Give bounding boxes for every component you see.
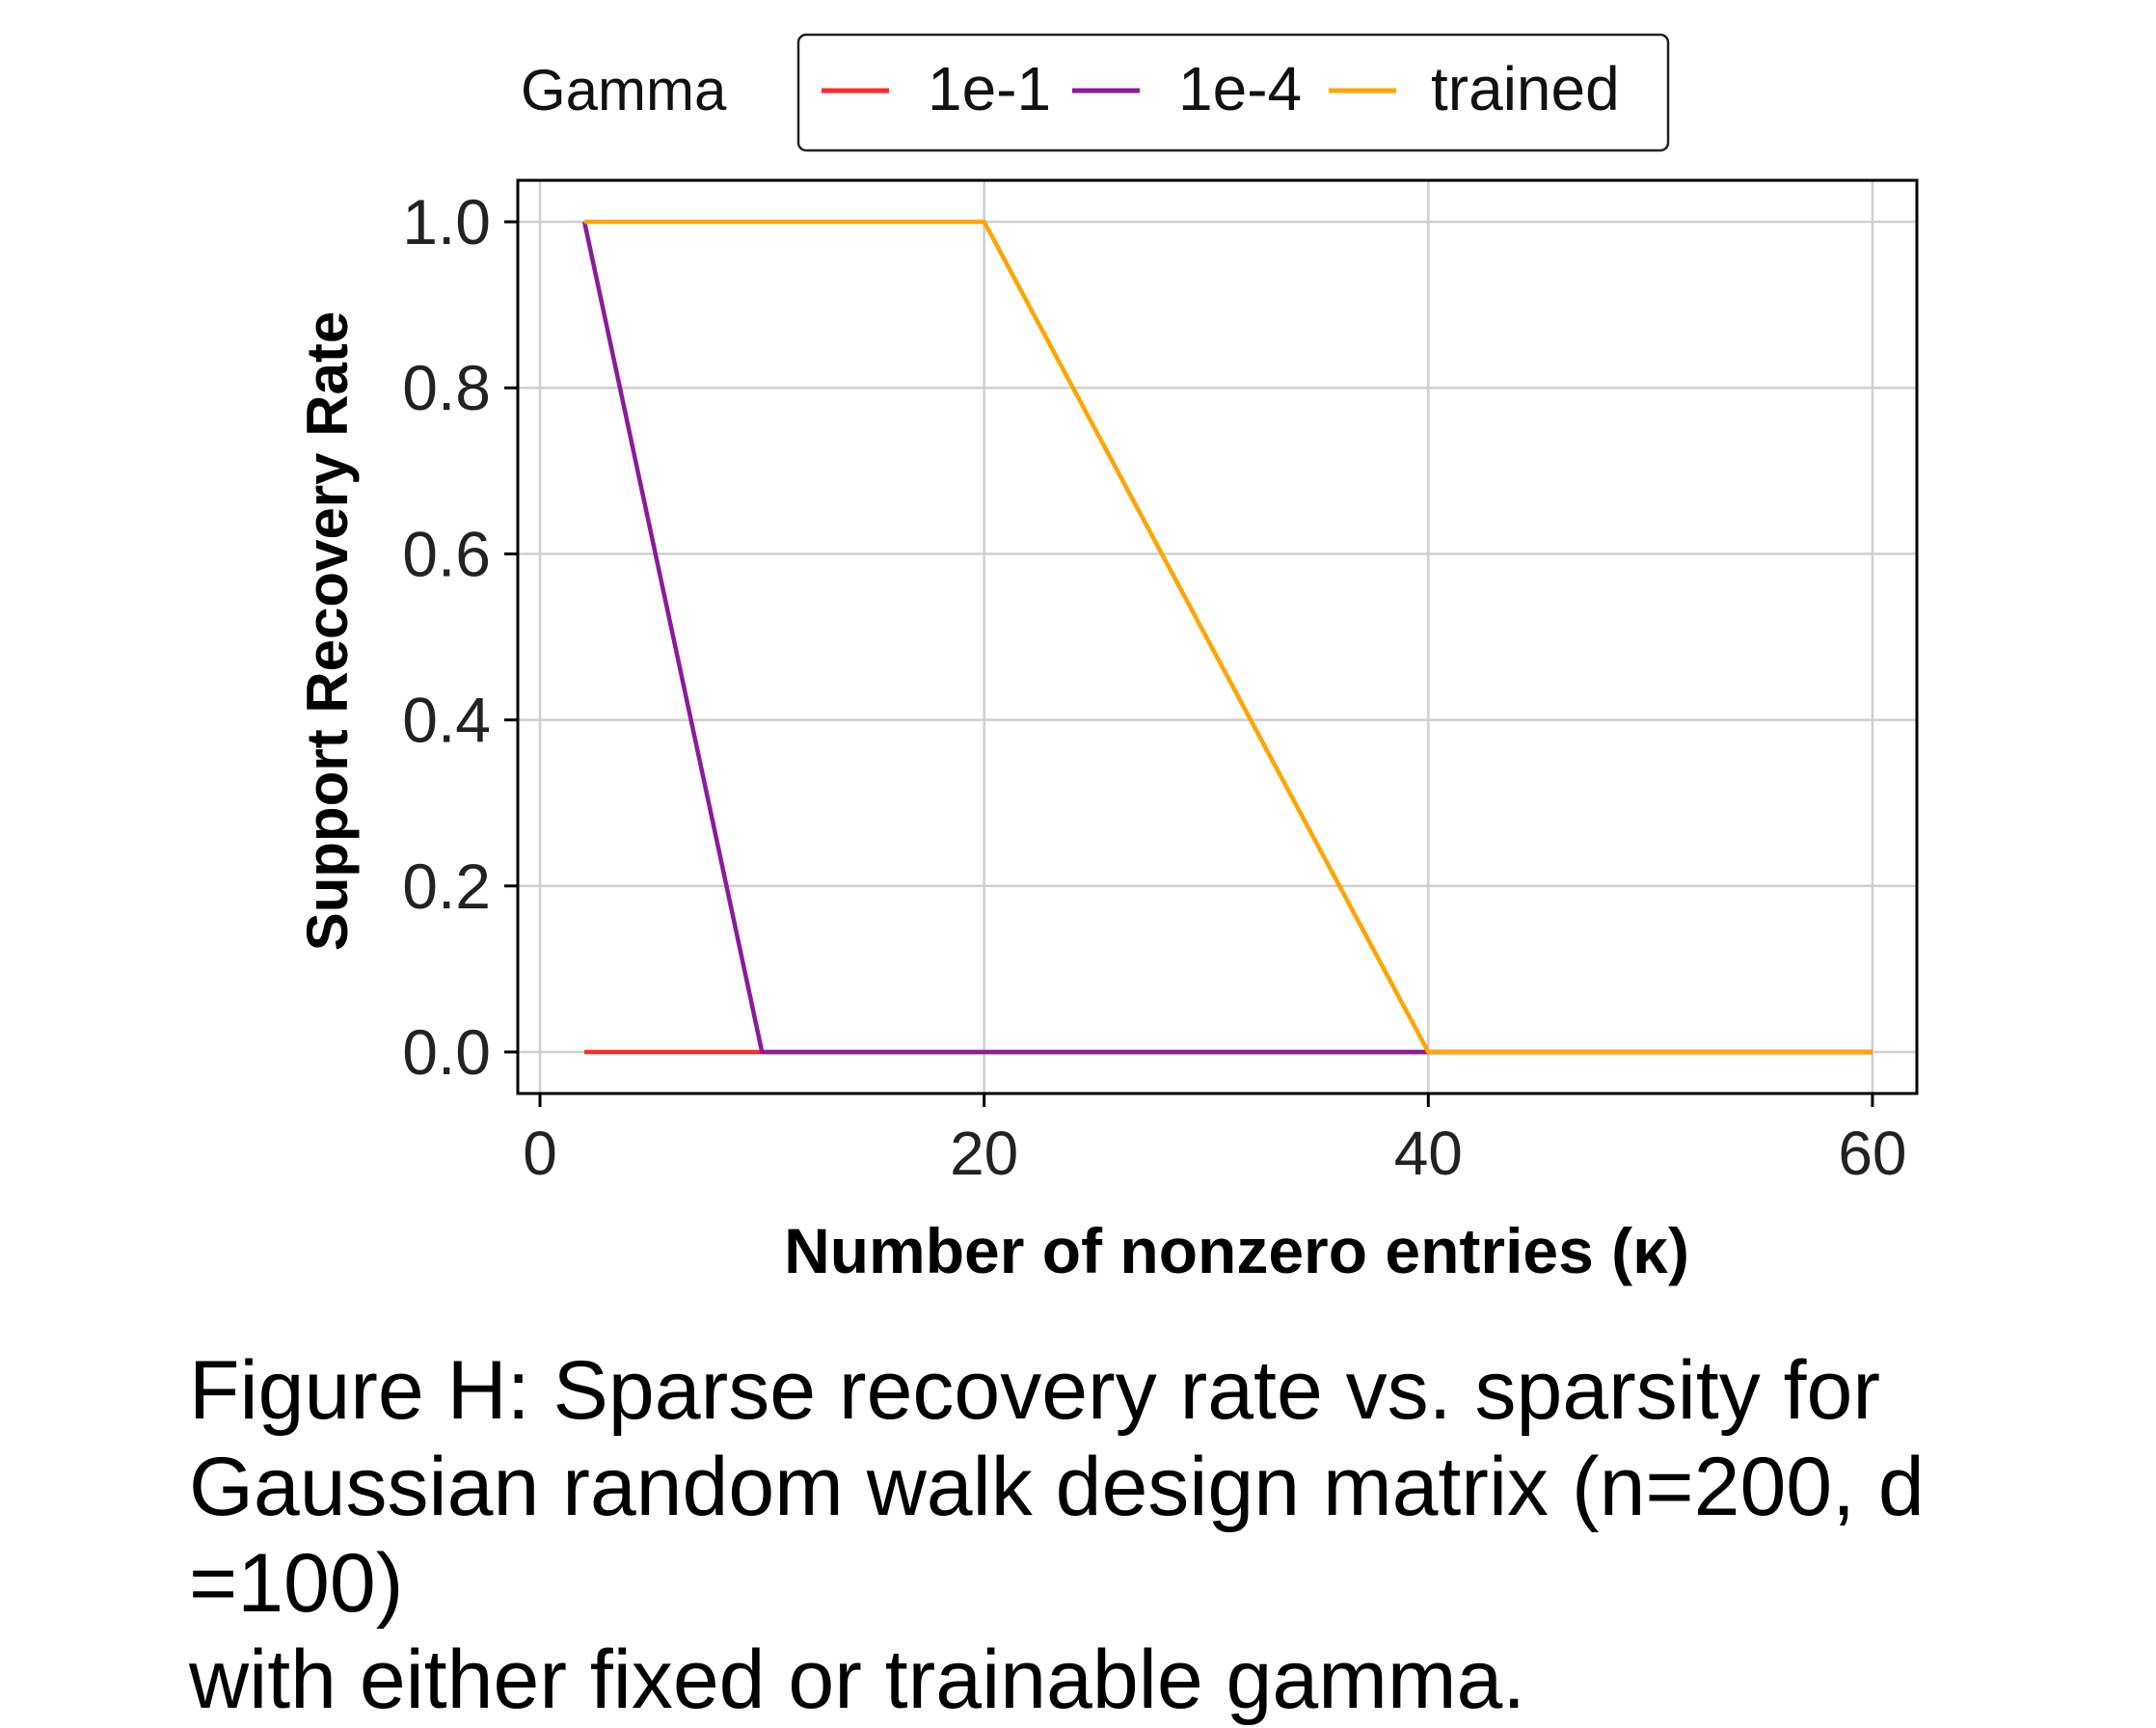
grid-lines	[518, 180, 1917, 1094]
legend-label-1e-1: 1e-1	[928, 54, 1051, 123]
y-tick-label: 1.0	[402, 186, 491, 257]
series-lines	[584, 222, 1873, 1052]
y-tick-label: 0.6	[402, 518, 491, 589]
x-axis-label: Number of nonzero entries (κ)	[784, 1215, 1689, 1286]
line-chart: 0 20 40 60 0.0 0.2 0.4 0.6 0.8 1.0 Number of nonz…	[0, 0, 2156, 1331]
figure-caption: Figure H: Sparse recovery rate vs. spars…	[189, 1342, 2117, 1728]
x-tick-label: 40	[1394, 1119, 1463, 1188]
y-tick-label: 0.8	[402, 352, 491, 423]
legend: Gamma 1e-1 1e-4 trained	[521, 35, 1668, 150]
plot-frame	[518, 180, 1917, 1094]
caption-line-2: Gaussian random walk design matrix (n=20…	[189, 1439, 2117, 1632]
x-tick-label: 60	[1838, 1119, 1906, 1188]
legend-items: 1e-1 1e-4 trained	[822, 54, 1620, 123]
legend-label-1e-4: 1e-4	[1178, 54, 1302, 123]
y-tick-label: 0.2	[402, 850, 491, 922]
x-tick-label: 20	[950, 1119, 1018, 1188]
series-line-1e-4	[584, 222, 1873, 1052]
legend-label-trained: trained	[1431, 54, 1620, 123]
legend-title: Gamma	[521, 58, 727, 122]
y-tick-label: 0.0	[402, 1016, 491, 1088]
y-axis-label: Support Recovery Rate	[295, 311, 360, 952]
series-line-trained	[584, 222, 1873, 1052]
caption-line-3: with either fixed or trainable gamma.	[189, 1632, 2117, 1728]
x-tick-label: 0	[523, 1119, 557, 1188]
axis-ticks: 0 20 40 60 0.0 0.2 0.4 0.6 0.8 1.0	[402, 186, 1906, 1188]
caption-line-1: Figure H: Sparse recovery rate vs. spars…	[189, 1342, 2117, 1439]
y-tick-label: 0.4	[402, 685, 491, 756]
